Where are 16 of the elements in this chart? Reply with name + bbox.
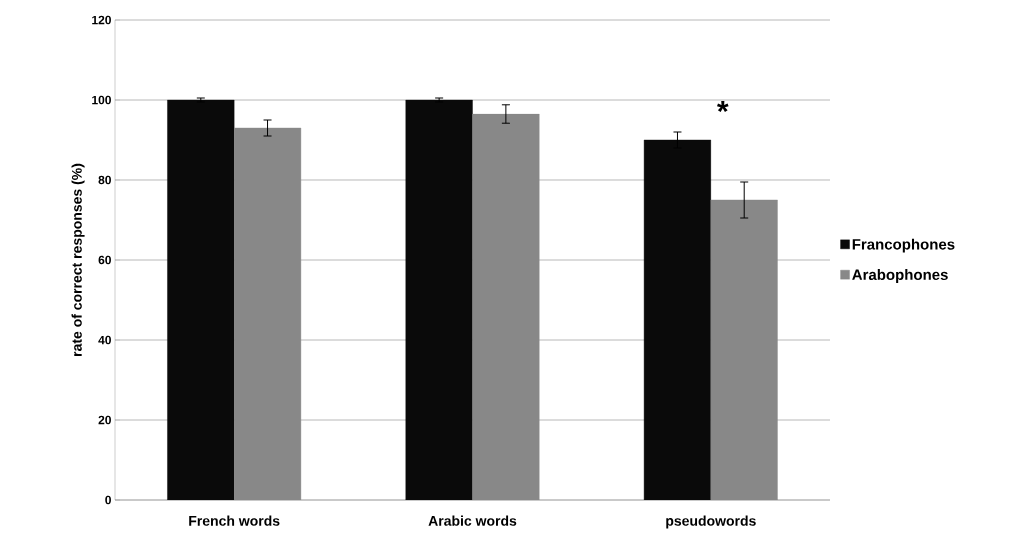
y-tick-label: 0 [105, 495, 111, 505]
x-tick-label: pseudowords [666, 515, 756, 529]
bar [167, 99, 235, 500]
y-axis-title: rate of correct responses (%) [71, 163, 85, 356]
y-tick-label: 60 [98, 255, 111, 265]
bar [405, 99, 473, 500]
legend-label: Francophones [852, 238, 955, 253]
x-tick-label: Arabic words [428, 515, 517, 526]
x-tick-label: French words [189, 515, 280, 526]
y-tick-label: 120 [92, 15, 111, 25]
legend-label: Arabophones [852, 269, 948, 283]
annotation: * [717, 100, 729, 113]
y-tick-label: 100 [92, 95, 111, 105]
y-tick-label: 80 [98, 175, 111, 185]
y-tick-label: 40 [98, 335, 111, 345]
y-tick-label: 20 [98, 415, 111, 425]
